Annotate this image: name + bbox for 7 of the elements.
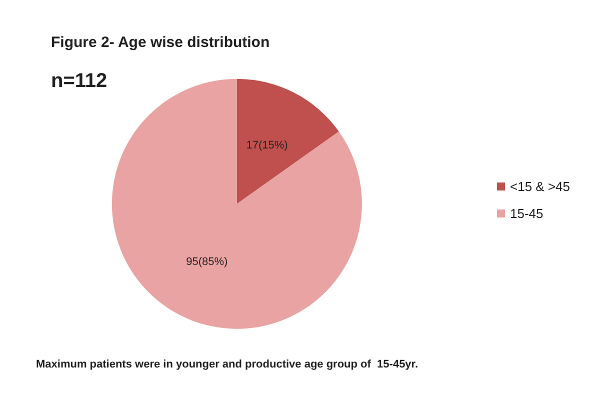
data-label: 95(85%) [186, 256, 228, 268]
chart-title: Figure 2- Age wise distribution [51, 34, 270, 51]
data-label: 17(15%) [246, 140, 288, 152]
legend-label: 15-45 [510, 206, 544, 221]
legend-label: <15 & >45 [510, 179, 570, 194]
text: Maximum patients were in younger and productive age group of 15-45yr. [36, 358, 418, 370]
chart-subtitle: n=112 [51, 70, 108, 92]
